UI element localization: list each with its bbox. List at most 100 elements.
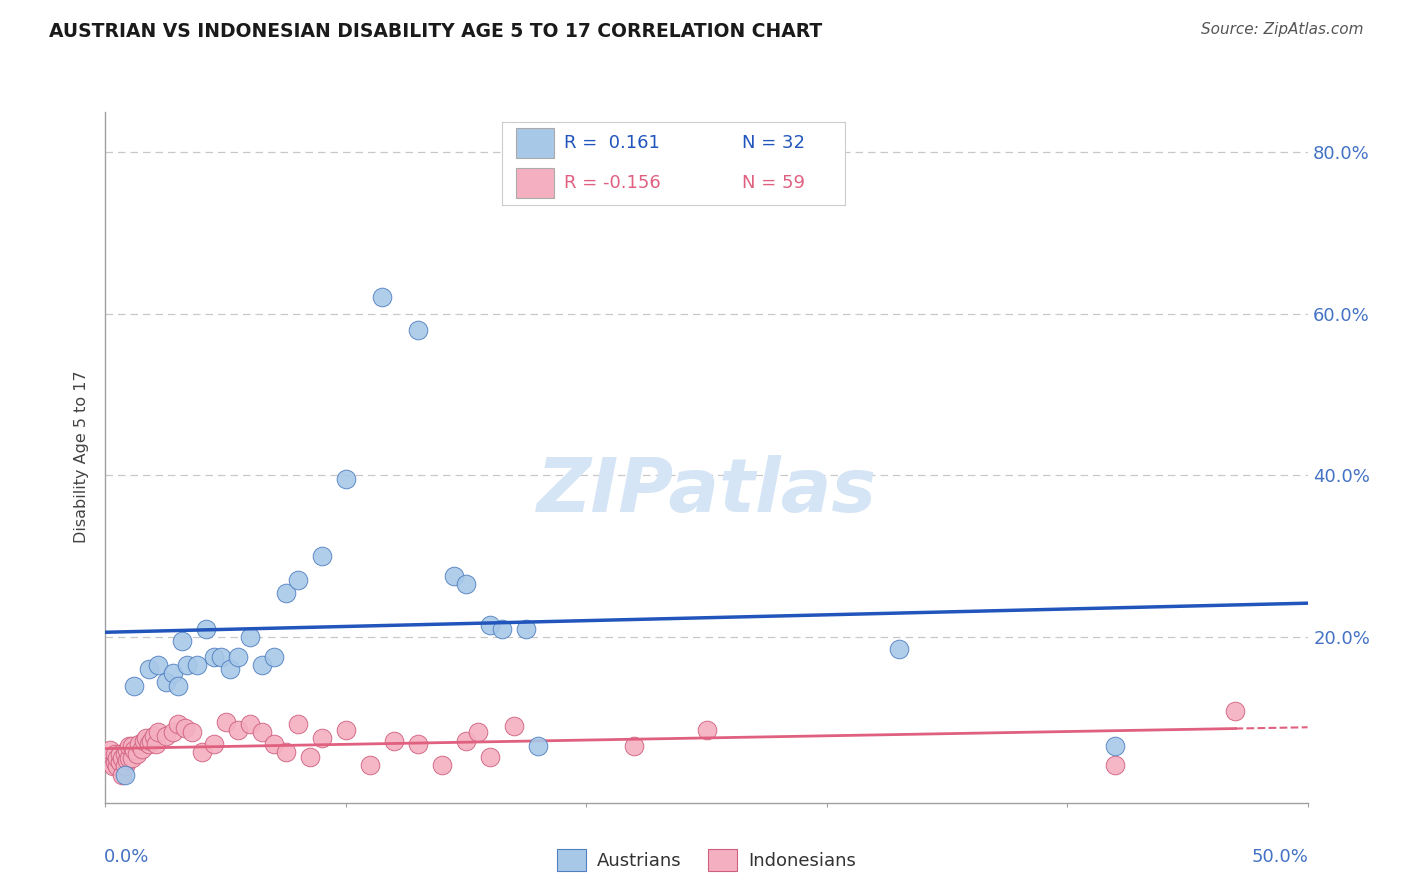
Point <box>166 679 188 693</box>
Point <box>114 747 136 762</box>
Point <box>1225 705 1247 719</box>
Point <box>190 745 212 759</box>
Point <box>114 759 136 773</box>
Point <box>107 759 129 773</box>
Point <box>274 585 297 599</box>
Point <box>311 549 333 564</box>
Point <box>1104 739 1126 754</box>
Point <box>111 751 134 765</box>
Point <box>162 666 184 681</box>
Point <box>162 725 184 739</box>
Point <box>491 622 513 636</box>
Point <box>181 725 204 739</box>
Point <box>623 739 645 754</box>
Point <box>166 717 188 731</box>
Point <box>250 658 273 673</box>
Point <box>195 622 218 636</box>
Point <box>121 739 143 754</box>
Point <box>359 757 381 772</box>
Point <box>250 725 273 739</box>
Point <box>454 733 477 747</box>
Point <box>287 574 309 588</box>
Point <box>1104 757 1126 772</box>
Point <box>148 658 170 673</box>
Point <box>115 753 138 767</box>
Point <box>263 737 285 751</box>
Point <box>139 733 162 747</box>
Point <box>145 737 167 751</box>
Text: N = 32: N = 32 <box>742 134 806 152</box>
Text: ZIPatlas: ZIPatlas <box>537 455 876 528</box>
Point <box>124 679 146 693</box>
Point <box>214 714 236 729</box>
Point <box>118 739 141 754</box>
Point <box>98 743 121 757</box>
Point <box>479 749 502 764</box>
Point <box>108 756 131 770</box>
Point <box>467 725 489 739</box>
Point <box>202 737 225 751</box>
Point <box>226 723 249 737</box>
Text: 50.0%: 50.0% <box>1251 847 1309 866</box>
Point <box>209 650 232 665</box>
Point <box>132 733 155 747</box>
Point <box>274 745 297 759</box>
Text: AUSTRIAN VS INDONESIAN DISABILITY AGE 5 TO 17 CORRELATION CHART: AUSTRIAN VS INDONESIAN DISABILITY AGE 5 … <box>49 22 823 41</box>
Point <box>124 743 146 757</box>
Point <box>263 650 285 665</box>
Point <box>454 577 477 591</box>
Point <box>104 756 127 770</box>
Point <box>430 757 453 772</box>
Point <box>335 723 357 737</box>
Point <box>138 662 160 676</box>
Text: N = 59: N = 59 <box>742 174 806 193</box>
Point <box>101 759 124 773</box>
Point <box>121 751 143 765</box>
Point <box>118 751 141 765</box>
Point <box>155 674 177 689</box>
Text: 0.0%: 0.0% <box>104 847 149 866</box>
Point <box>239 717 262 731</box>
Point <box>382 733 405 747</box>
Point <box>887 642 910 657</box>
FancyBboxPatch shape <box>516 169 554 198</box>
Point <box>128 737 150 751</box>
Point <box>406 323 429 337</box>
Point <box>104 747 127 762</box>
Y-axis label: Disability Age 5 to 17: Disability Age 5 to 17 <box>75 371 90 543</box>
Point <box>443 569 465 583</box>
Point <box>114 767 136 781</box>
Point <box>148 725 170 739</box>
Text: R = -0.156: R = -0.156 <box>564 174 661 193</box>
Point <box>406 737 429 751</box>
Point <box>239 630 262 644</box>
Point <box>515 622 537 636</box>
Point <box>131 741 153 756</box>
Point <box>503 719 526 733</box>
Text: Source: ZipAtlas.com: Source: ZipAtlas.com <box>1201 22 1364 37</box>
FancyBboxPatch shape <box>516 128 554 158</box>
Point <box>298 749 321 764</box>
Point <box>311 731 333 745</box>
Point <box>135 731 157 745</box>
Point <box>219 662 242 676</box>
Point <box>173 721 195 735</box>
Point <box>371 290 394 304</box>
Point <box>527 739 550 754</box>
Point <box>155 729 177 743</box>
Point <box>335 472 357 486</box>
Point <box>176 658 198 673</box>
Point <box>172 634 194 648</box>
Point <box>107 751 129 765</box>
Text: R =  0.161: R = 0.161 <box>564 134 659 152</box>
Point <box>138 737 160 751</box>
Point <box>115 743 138 757</box>
Point <box>226 650 249 665</box>
Point <box>287 717 309 731</box>
Point <box>202 650 225 665</box>
Point <box>186 658 208 673</box>
Point <box>108 747 131 762</box>
Point <box>696 723 718 737</box>
Point <box>125 747 148 762</box>
Point <box>111 767 134 781</box>
